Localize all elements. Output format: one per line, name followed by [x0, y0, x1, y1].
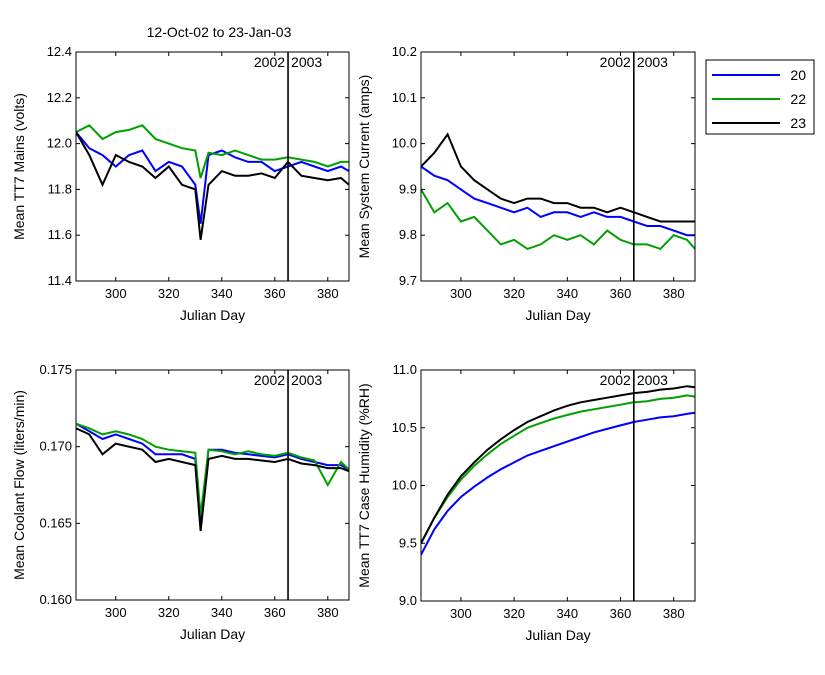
y-tick-label: 12.0	[47, 136, 72, 151]
x-tick-label: 300	[105, 286, 127, 301]
year-label-right: 2003	[291, 54, 322, 70]
legend: 20 22 23	[705, 59, 815, 135]
panel-3: 2002 2003 300 320 340 360 380 0.160 0.165 0.170 0.…	[11, 362, 350, 642]
y-tick-label: 9.9	[399, 181, 417, 196]
y-tick-label: 9.0	[399, 593, 417, 608]
y-tick-label: 10.0	[392, 136, 417, 151]
y-tick-label: 10.5	[392, 420, 417, 435]
series-line-22	[421, 394, 695, 544]
y-axis-label: Mean System Current (amps)	[356, 75, 372, 259]
y-tick-label: 0.170	[39, 439, 72, 454]
panel-1: 2002 2003 300 320 340 360 380 11.4 11.6 11.8 12.0 1…	[11, 44, 350, 323]
legend-box	[705, 59, 815, 135]
y-tick-label: 12.2	[47, 90, 72, 105]
figure-title: 12-Oct-02 to 23-Jan-03	[147, 24, 292, 40]
x-tick-label: 380	[317, 286, 339, 301]
axes-box	[420, 369, 696, 602]
year-label-left: 2002	[254, 54, 285, 70]
series-line-22	[421, 188, 695, 251]
x-tick-label: 300	[450, 286, 472, 301]
x-tick-label: 360	[610, 606, 632, 621]
y-tick-label: 11.4	[48, 273, 72, 288]
y-tick-label: 11.8	[48, 181, 72, 196]
x-tick-label: 360	[264, 286, 286, 301]
x-tick-label: 320	[503, 606, 525, 621]
axes-box	[420, 51, 696, 282]
y-tick-label: 9.7	[399, 273, 417, 288]
series-line-20	[421, 411, 695, 556]
y-tick-label: 0.175	[39, 362, 72, 377]
year-label-left: 2002	[600, 372, 631, 388]
series-line-22	[76, 124, 349, 179]
x-axis-label: Julian Day	[180, 307, 245, 323]
x-axis-label: Julian Day	[180, 626, 245, 642]
year-label-right: 2003	[291, 372, 322, 388]
axes-box	[75, 51, 350, 282]
panels: 2002 2003 300 320 340 360 380 11.4 11.6 11.8 12.0 1…	[11, 44, 696, 643]
y-tick-label: 10.2	[392, 44, 417, 59]
year-label-left: 2002	[600, 54, 631, 70]
panel-2: 2002 2003 300 320 340 360 380 9.7 9.8 9.9 10.0 10.1…	[356, 44, 696, 323]
y-tick-label: 12.4	[47, 44, 72, 59]
series-line-23	[421, 132, 695, 223]
y-tick-label: 10.1	[392, 90, 417, 105]
y-tick-label: 10.0	[392, 478, 417, 493]
x-tick-label: 340	[211, 286, 233, 301]
year-label-right: 2003	[637, 372, 668, 388]
year-label-right: 2003	[637, 54, 668, 70]
x-tick-label: 360	[264, 605, 286, 620]
y-tick-label: 11.6	[48, 227, 72, 242]
x-tick-label: 320	[503, 286, 525, 301]
axes-box	[75, 369, 350, 601]
y-tick-label: 9.8	[399, 227, 417, 242]
series-line-23	[421, 385, 695, 544]
y-axis-label: Mean TT7 Case Humidity (%RH)	[356, 383, 372, 587]
panel-4: 2002 2003 300 320 340 360 380 9.0 9.5 10.0 10.5 11.…	[356, 362, 696, 643]
x-axis-label: Julian Day	[525, 307, 590, 323]
y-axis-label: Mean Coolant Flow (liters/min)	[11, 390, 27, 580]
x-tick-label: 360	[610, 286, 632, 301]
y-tick-label: 0.165	[39, 515, 72, 530]
x-tick-label: 380	[663, 606, 685, 621]
series-line-20	[76, 422, 349, 524]
x-tick-label: 300	[105, 605, 127, 620]
x-tick-label: 380	[663, 286, 685, 301]
series-line-20	[76, 131, 349, 224]
x-tick-label: 340	[556, 606, 578, 621]
y-tick-label: 9.5	[399, 535, 417, 550]
x-tick-label: 320	[158, 286, 180, 301]
x-tick-label: 340	[211, 605, 233, 620]
series-line-22	[76, 422, 349, 516]
x-tick-label: 320	[158, 605, 180, 620]
x-axis-label: Julian Day	[525, 627, 590, 643]
y-tick-label: 11.0	[393, 362, 417, 377]
series-line-23	[76, 131, 349, 240]
legend-label-23: 23	[790, 115, 806, 131]
year-label-left: 2002	[254, 372, 285, 388]
x-tick-label: 340	[556, 286, 578, 301]
x-tick-label: 300	[450, 606, 472, 621]
series-line-23	[76, 427, 349, 532]
x-tick-label: 380	[317, 605, 339, 620]
y-tick-label: 0.160	[39, 592, 72, 607]
series-line-20	[421, 165, 695, 237]
legend-label-22: 22	[790, 91, 806, 107]
y-axis-label: Mean TT7 Mains (volts)	[11, 93, 27, 240]
legend-label-20: 20	[790, 67, 806, 83]
